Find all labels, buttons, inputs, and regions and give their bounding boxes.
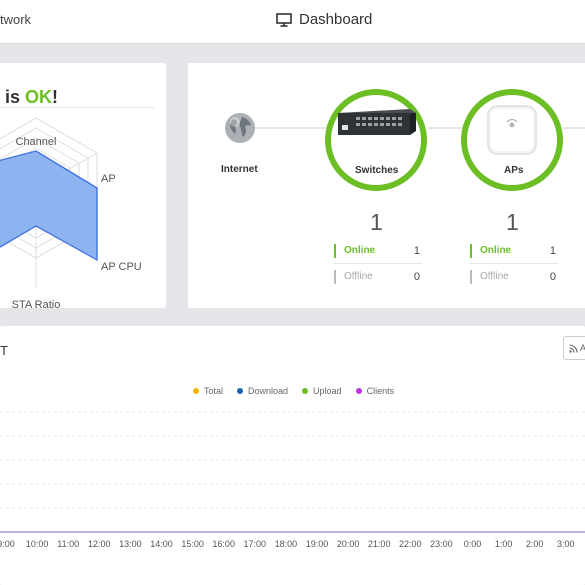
aps-label: APs	[504, 165, 524, 176]
aps-online-stat: Online 1	[470, 244, 558, 258]
legend-dot	[237, 388, 244, 394]
monitor-icon	[276, 12, 292, 27]
switches-online-stat: Online 1	[334, 244, 422, 258]
online-label: Online	[334, 244, 375, 258]
divider	[470, 263, 558, 264]
page-title-text: Dashboard	[299, 11, 373, 28]
legend-label: Total	[204, 386, 224, 396]
legend-clients[interactable]: Clients	[355, 386, 395, 396]
globe-icon[interactable]	[224, 112, 256, 144]
legend-label: Clients	[366, 386, 395, 396]
aps-node[interactable]: APs	[461, 89, 563, 191]
radar-axis-channel: Channel	[16, 136, 57, 148]
health-radar-chart: Channel AP AP CPU STA Ratio	[0, 117, 142, 308]
aps-offline-stat: Offline 0	[470, 270, 558, 284]
switch-device-icon	[338, 109, 416, 135]
top-bar: twork Dashboard	[0, 0, 585, 44]
online-label: Online	[470, 244, 511, 258]
internet-label: Internet	[221, 164, 258, 175]
x-tick-label: 9:00	[0, 539, 15, 549]
x-tick-label: 2:00	[526, 539, 544, 549]
page-title: Dashboard	[276, 11, 372, 28]
health-card: is OK! Channel AP AP CPU STA Ratio	[0, 63, 166, 308]
legend-dot	[355, 388, 362, 394]
offline-label: Offline	[334, 270, 373, 284]
aps-count: 1	[506, 209, 519, 235]
rss-button[interactable]: A	[563, 336, 585, 360]
x-tick-label: 17:00	[244, 539, 267, 549]
legend-dot	[302, 388, 309, 394]
radar-axis-ap-cpu: AP CPU	[101, 261, 142, 273]
x-tick-label: 18:00	[275, 539, 298, 549]
switches-offline-stat: Offline 0	[334, 270, 422, 284]
x-tick-label: 13:00	[119, 539, 142, 549]
chart-legend: Total Download Upload Clients	[193, 386, 394, 396]
topology-link	[428, 127, 488, 129]
switches-online-count: 1	[413, 245, 420, 257]
x-tick-label: 20:00	[337, 539, 360, 549]
divider	[0, 107, 154, 108]
x-tick-label: 0:00	[464, 539, 482, 549]
aps-online-count: 1	[549, 245, 556, 257]
rss-icon	[569, 343, 578, 353]
network-label[interactable]: twork	[0, 12, 32, 27]
x-tick-label: 19:00	[306, 539, 329, 549]
legend-download[interactable]: Download	[237, 386, 288, 396]
x-tick-label: 14:00	[150, 539, 173, 549]
topology-link	[563, 127, 585, 129]
legend-label: Download	[248, 386, 289, 396]
switches-offline-count: 0	[413, 271, 420, 283]
x-tick-label: 23:00	[430, 539, 453, 549]
health-title-prefix: is	[5, 87, 21, 107]
legend-label: Upload	[313, 386, 342, 396]
health-title-suffix: !	[52, 87, 59, 107]
divider	[334, 263, 422, 264]
x-tick-label: 15:00	[181, 539, 204, 549]
x-tick-label: 16:00	[212, 539, 235, 549]
health-status-title: is OK!	[5, 87, 58, 108]
x-tick-label: 12:00	[88, 539, 111, 549]
radar-axis-sta-ratio: STA Ratio	[12, 299, 61, 308]
chart-title: T	[0, 343, 8, 358]
radar-axis-ap: AP	[101, 173, 116, 185]
topology-link	[248, 127, 338, 129]
switches-count: 1	[370, 209, 383, 235]
access-point-icon	[487, 105, 537, 155]
traffic-plot: 9:00 10:00 11:00 12:00 13:00 14:00 15:00 16:00 1…	[0, 411, 585, 549]
legend-upload[interactable]: Upload	[302, 386, 342, 396]
switches-node[interactable]: Switches	[325, 89, 427, 191]
x-tick-label: 22:00	[399, 539, 422, 549]
legend-total[interactable]: Total	[193, 386, 223, 396]
health-status-value: OK	[25, 87, 53, 107]
offline-label: Offline	[470, 270, 509, 284]
x-tick-label: 3:00	[557, 539, 575, 549]
radar-value-area	[0, 150, 98, 262]
x-tick-label: 21:00	[368, 539, 391, 549]
legend-dot	[193, 388, 199, 394]
topology-card: Internet Switches 1 Online 1 Offline 0	[188, 63, 585, 308]
x-tick-label: 11:00	[57, 539, 79, 549]
traffic-chart-card: T A Total Download Upload Clients 9:00 10…	[0, 326, 585, 585]
switches-label: Switches	[355, 165, 399, 176]
aps-offline-count: 0	[549, 271, 556, 283]
x-tick-label: 1:00	[495, 539, 513, 549]
x-tick-label: 10:00	[26, 539, 49, 549]
rss-button-label: A	[580, 343, 585, 353]
